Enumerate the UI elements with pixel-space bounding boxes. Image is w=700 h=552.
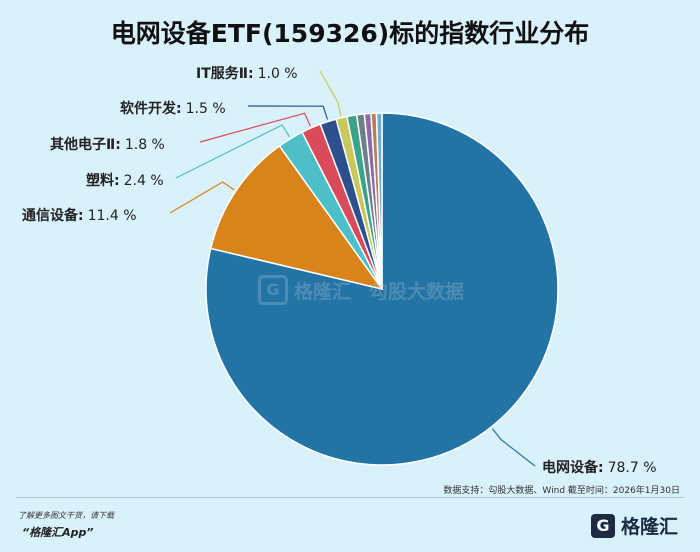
leader-line-0 [491, 428, 536, 467]
leader-line-5 [319, 70, 342, 116]
label-name: 塑料 [86, 173, 114, 189]
label-name: 其他电子Ⅱ [50, 137, 116, 153]
label-软件开发: 软件开发: 1.5 % [120, 101, 226, 117]
label-value: 1.8 % [124, 137, 165, 153]
promo-text: 了解更多图文干货，请下载 [18, 511, 114, 520]
label-value: 2.4 % [123, 173, 164, 189]
label-塑料: 塑料: 2.4 % [86, 173, 164, 189]
label-name: 通信设备 [22, 208, 78, 224]
label-value: 1.5 % [185, 101, 226, 117]
label-IT服务II: IT服务Ⅱ: 1.0 % [196, 66, 298, 82]
label-value: 1.0 % [257, 66, 298, 82]
leader-line-3 [199, 112, 311, 143]
pie-slice-1 [209, 144, 384, 291]
label-其他电子II: 其他电子Ⅱ: 1.8 % [50, 137, 165, 153]
leader-line-1 [169, 181, 235, 214]
footer-divider [16, 497, 684, 498]
label-name: 软件开发 [120, 101, 176, 117]
brand-logo: G 格隆汇 [590, 512, 678, 539]
label-value: 78.7 % [607, 460, 657, 476]
label-通信设备: 通信设备: 11.4 % [22, 208, 137, 224]
data-source: 数据支持：勾股大数据、Wind 截至时间：2026年1月30日 [443, 486, 680, 496]
pie-slice-10 [375, 112, 383, 290]
leader-line-4 [247, 105, 329, 120]
logo-text: 格隆汇 [620, 516, 678, 538]
label-name: 电网设备 [542, 460, 598, 476]
label-value: 11.4 % [87, 208, 137, 224]
chart-title: 电网设备ETF(159326)标的指数行业分布 [110, 19, 590, 48]
label-name: IT服务Ⅱ [196, 66, 248, 82]
promo-app-name: “格隆汇App” [22, 526, 94, 539]
label-电网设备: 电网设备: 78.7 % [542, 460, 657, 476]
leader-line-2 [175, 124, 291, 179]
logo-mark-icon: G [590, 513, 615, 538]
